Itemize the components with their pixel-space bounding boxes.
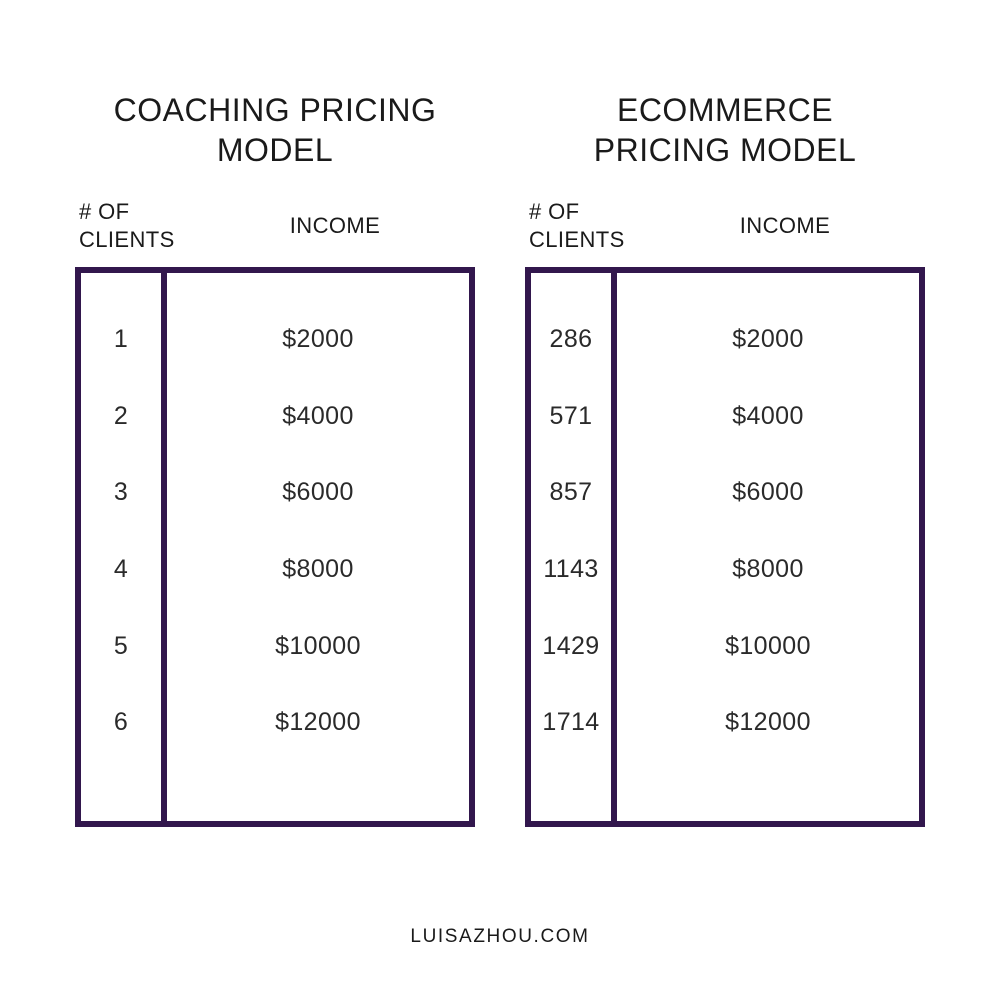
clients-header: # OF CLIENTS	[75, 198, 195, 253]
clients-cell: 2	[81, 378, 161, 455]
ecommerce-pricing-panel: ECOMMERCE PRICING MODEL # OF CLIENTSINCOM…	[525, 90, 925, 827]
pricing-table: 286571857114314291714$2000$4000$6000$800…	[525, 267, 925, 827]
income-cell: $2000	[617, 301, 919, 378]
clients-cell: 286	[531, 301, 611, 378]
clients-cell: 3	[81, 454, 161, 531]
income-cell: $10000	[167, 608, 469, 685]
panel-title: ECOMMERCE PRICING MODEL	[594, 90, 857, 170]
clients-header: # OF CLIENTS	[525, 198, 645, 253]
income-cell: $6000	[167, 454, 469, 531]
coaching-pricing-panel: COACHING PRICING MODEL # OF CLIENTSINCOME…	[75, 90, 475, 827]
income-cell: $10000	[617, 608, 919, 685]
income-header: INCOME	[645, 198, 925, 253]
clients-cell: 1429	[531, 608, 611, 685]
clients-cell: 857	[531, 454, 611, 531]
income-column: $2000$4000$6000$8000$10000$12000	[167, 273, 469, 821]
clients-cell: 4	[81, 531, 161, 608]
clients-column: 123456	[81, 273, 167, 821]
income-header: INCOME	[195, 198, 475, 253]
income-cell: $4000	[167, 378, 469, 455]
income-cell: $12000	[617, 684, 919, 761]
clients-column: 286571857114314291714	[531, 273, 617, 821]
clients-cell: 6	[81, 684, 161, 761]
income-cell: $12000	[167, 684, 469, 761]
income-column: $2000$4000$6000$8000$10000$12000	[617, 273, 919, 821]
column-headers: # OF CLIENTSINCOME	[525, 198, 925, 253]
panel-title: COACHING PRICING MODEL	[114, 90, 437, 170]
clients-cell: 571	[531, 378, 611, 455]
pricing-table: 123456$2000$4000$6000$8000$10000$12000	[75, 267, 475, 827]
income-cell: $2000	[167, 301, 469, 378]
column-headers: # OF CLIENTSINCOME	[75, 198, 475, 253]
tables-container: COACHING PRICING MODEL# OF CLIENTSINCOME…	[0, 0, 1000, 827]
clients-cell: 1	[81, 301, 161, 378]
income-cell: $8000	[617, 531, 919, 608]
footer-credit: LUISAZHOU.COM	[0, 926, 1000, 948]
clients-cell: 1143	[531, 531, 611, 608]
clients-cell: 1714	[531, 684, 611, 761]
income-cell: $8000	[167, 531, 469, 608]
income-cell: $4000	[617, 378, 919, 455]
clients-cell: 5	[81, 608, 161, 685]
income-cell: $6000	[617, 454, 919, 531]
